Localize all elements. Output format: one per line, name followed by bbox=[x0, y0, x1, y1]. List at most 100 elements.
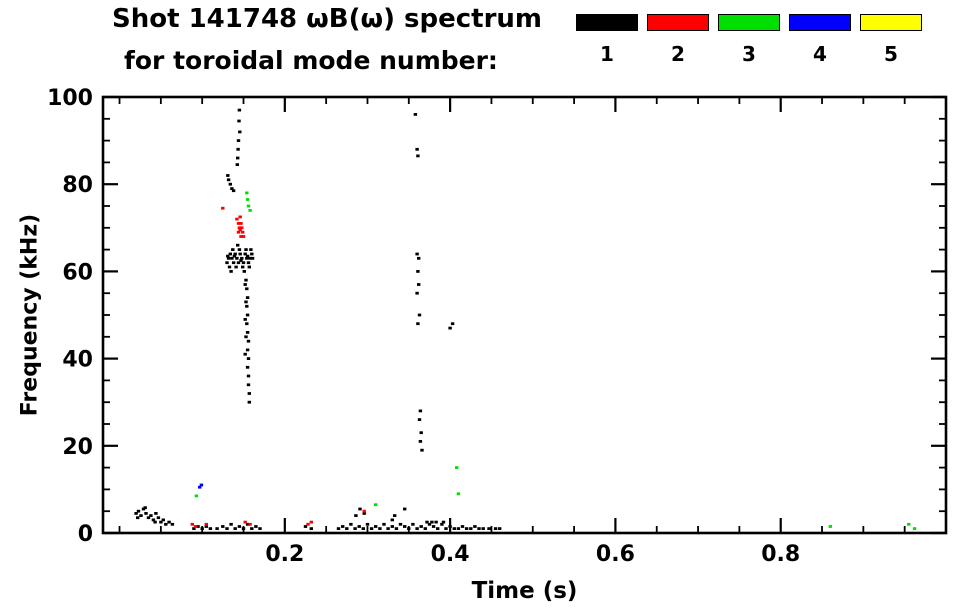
data-point bbox=[238, 215, 242, 219]
data-point bbox=[243, 318, 247, 321]
data-point bbox=[192, 527, 196, 530]
data-point bbox=[828, 525, 832, 528]
data-point bbox=[403, 525, 407, 528]
plot-title-line1: Shot 141748 ωB(ω) spectrum bbox=[112, 4, 542, 34]
y-tick-label: 80 bbox=[62, 173, 93, 198]
data-point bbox=[241, 527, 246, 530]
data-point bbox=[456, 527, 461, 530]
data-point bbox=[237, 525, 242, 528]
legend-swatch-5 bbox=[860, 14, 922, 31]
data-point bbox=[353, 527, 357, 530]
data-point bbox=[229, 270, 233, 273]
data-point bbox=[226, 256, 231, 260]
data-point bbox=[159, 520, 163, 524]
data-point bbox=[247, 265, 251, 269]
data-point bbox=[232, 254, 237, 258]
data-point bbox=[236, 147, 240, 151]
y-tick-label: 0 bbox=[78, 522, 93, 547]
data-point bbox=[225, 527, 229, 530]
data-point bbox=[250, 256, 255, 260]
data-point bbox=[436, 527, 440, 530]
data-point bbox=[236, 156, 240, 160]
data-point bbox=[419, 525, 423, 528]
data-point bbox=[417, 418, 422, 421]
data-point bbox=[149, 514, 153, 517]
legend-swatch-2 bbox=[647, 14, 709, 31]
data-point bbox=[345, 527, 349, 530]
data-point bbox=[246, 357, 251, 360]
data-point bbox=[236, 222, 241, 225]
data-point bbox=[226, 178, 231, 182]
data-point bbox=[456, 492, 461, 496]
data-point bbox=[235, 256, 239, 260]
data-point bbox=[241, 235, 246, 238]
data-point bbox=[481, 527, 485, 530]
data-point bbox=[398, 522, 403, 526]
data-point bbox=[393, 514, 397, 517]
data-point bbox=[245, 198, 250, 201]
y-tick-label: 40 bbox=[62, 348, 93, 373]
data-point bbox=[246, 339, 251, 343]
data-point bbox=[303, 525, 308, 528]
data-point bbox=[441, 520, 446, 524]
data-point bbox=[136, 509, 141, 513]
data-point bbox=[416, 270, 420, 273]
data-point bbox=[234, 265, 238, 269]
data-point bbox=[416, 322, 420, 326]
data-point bbox=[146, 516, 151, 520]
data-point bbox=[229, 522, 233, 526]
data-point bbox=[430, 520, 434, 524]
data-point bbox=[258, 527, 262, 530]
data-point bbox=[245, 522, 250, 526]
data-point bbox=[243, 352, 247, 356]
data-point bbox=[243, 283, 247, 286]
y-tick-label: 20 bbox=[62, 435, 93, 460]
data-point bbox=[236, 261, 241, 265]
data-point bbox=[394, 527, 399, 530]
data-point bbox=[248, 256, 252, 260]
data-point bbox=[246, 374, 251, 378]
data-point bbox=[247, 392, 251, 395]
data-point bbox=[231, 261, 236, 265]
data-point bbox=[227, 265, 232, 269]
data-point bbox=[244, 335, 248, 339]
data-point bbox=[244, 300, 248, 304]
data-point bbox=[418, 409, 423, 413]
x-axis-label: Time (s) bbox=[471, 578, 578, 604]
data-point bbox=[230, 187, 234, 190]
data-point bbox=[250, 252, 254, 256]
legend-label-2: 2 bbox=[671, 42, 685, 66]
data-point bbox=[254, 525, 258, 528]
data-point bbox=[460, 525, 465, 528]
series-n=3 bbox=[194, 191, 917, 530]
data-point bbox=[156, 516, 161, 520]
data-point bbox=[309, 520, 313, 524]
data-point bbox=[237, 108, 242, 112]
data-point bbox=[170, 522, 175, 526]
data-point bbox=[309, 527, 313, 530]
data-point bbox=[208, 527, 213, 530]
axis-frame bbox=[101, 95, 948, 535]
data-point bbox=[200, 527, 204, 530]
legend-label-3: 3 bbox=[742, 42, 756, 66]
data-point bbox=[243, 252, 247, 256]
data-point bbox=[245, 254, 250, 258]
data-point bbox=[245, 287, 249, 291]
data-point bbox=[464, 527, 469, 530]
data-point bbox=[365, 522, 370, 526]
data-point bbox=[407, 527, 411, 530]
data-point bbox=[237, 119, 241, 123]
x-tick-label: 0.2 bbox=[265, 542, 304, 567]
data-point bbox=[241, 265, 245, 269]
data-point bbox=[452, 527, 456, 530]
data-point bbox=[226, 254, 230, 258]
data-point bbox=[413, 113, 418, 116]
data-point bbox=[240, 256, 244, 260]
data-point bbox=[455, 466, 459, 469]
data-point bbox=[241, 261, 246, 265]
data-point bbox=[226, 174, 230, 177]
data-point bbox=[242, 270, 246, 273]
data-point bbox=[245, 348, 250, 352]
